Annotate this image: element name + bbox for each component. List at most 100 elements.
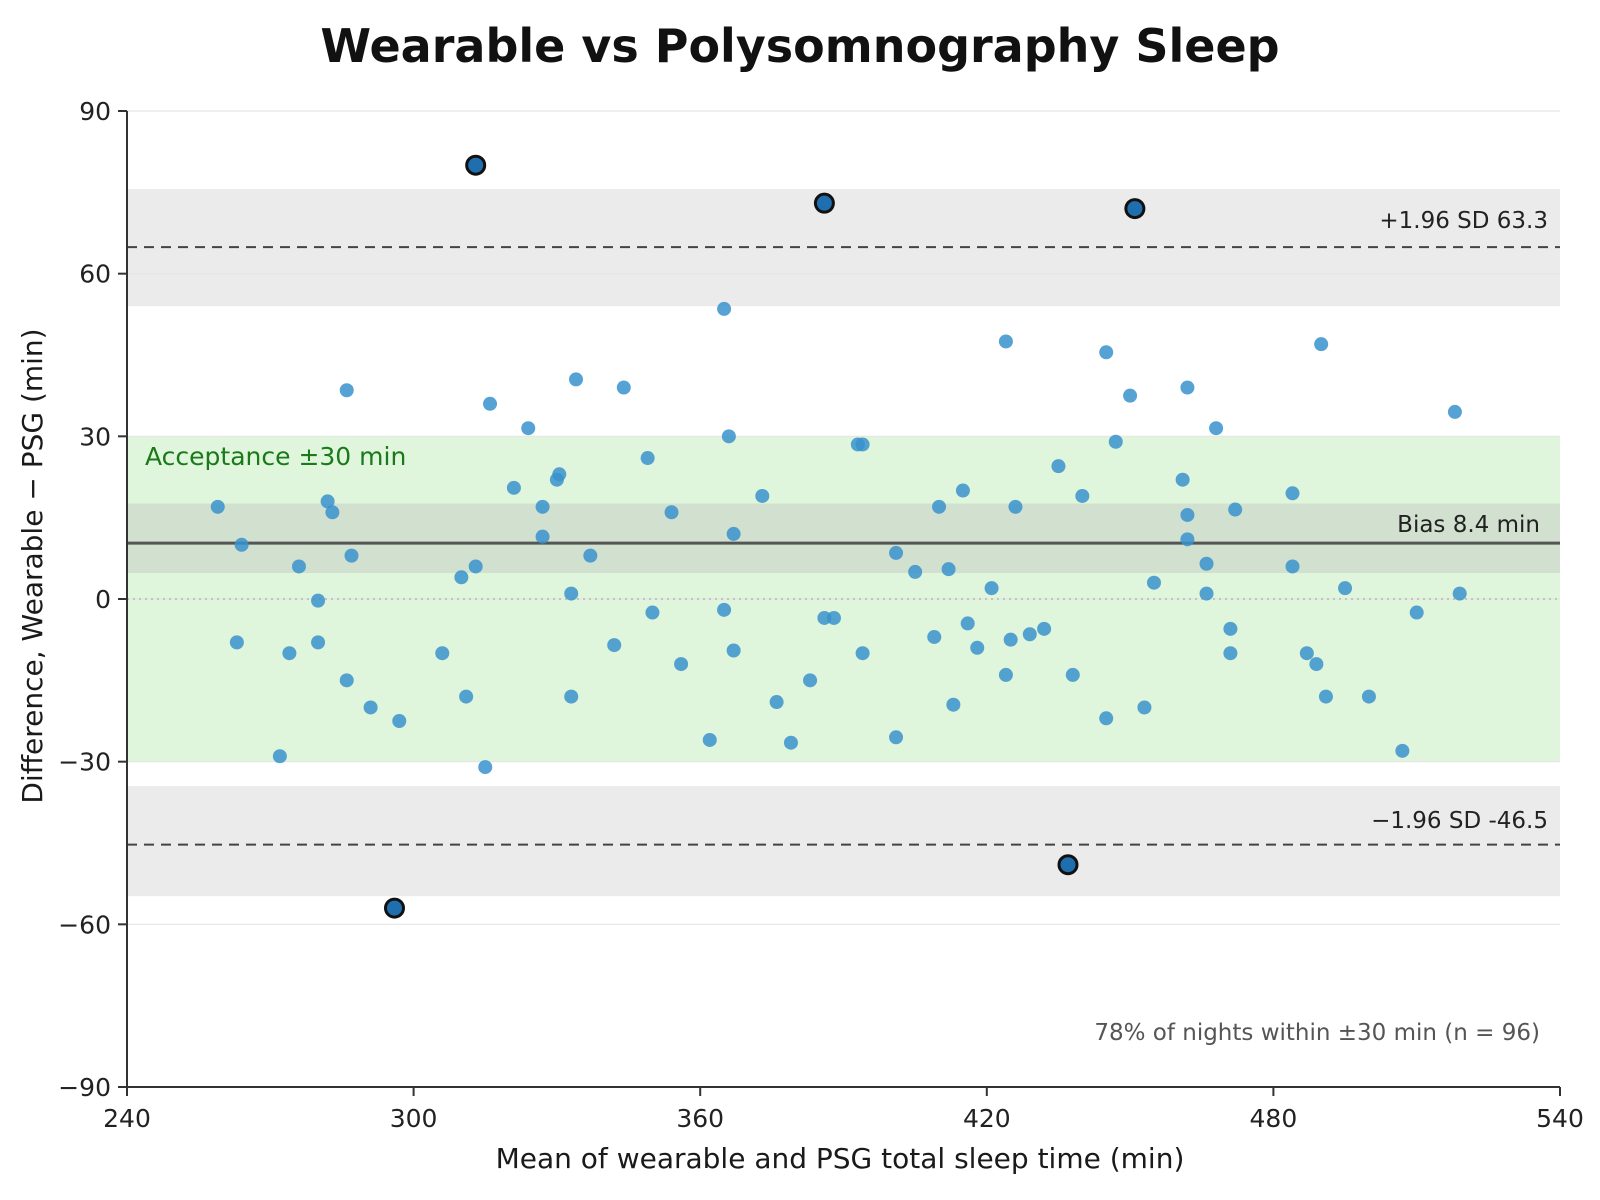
- x-axis-label: Mean of wearable and PSG total sleep tim…: [496, 1142, 1185, 1175]
- data-point: [272, 749, 287, 764]
- data-point: [889, 730, 904, 745]
- data-point: [803, 673, 818, 688]
- data-point: [941, 562, 956, 577]
- outlier-point: [813, 192, 835, 214]
- data-point: [1065, 667, 1080, 682]
- y-tick-label: −30: [58, 748, 111, 777]
- points-layer: [210, 154, 1467, 919]
- data-point: [1209, 421, 1224, 436]
- data-point: [1395, 743, 1410, 758]
- data-point: [1199, 556, 1214, 571]
- data-point: [998, 667, 1013, 682]
- data-point: [320, 494, 335, 509]
- data-point: [569, 372, 584, 387]
- data-point: [1309, 657, 1324, 672]
- data-point: [616, 380, 631, 395]
- data-point: [984, 581, 999, 596]
- data-point: [325, 505, 340, 520]
- data-point: [1447, 404, 1462, 419]
- data-point: [552, 467, 567, 482]
- y-tick-label: −60: [58, 910, 111, 939]
- data-point: [1146, 575, 1161, 590]
- data-point: [229, 635, 244, 650]
- data-point: [483, 396, 498, 411]
- outlier-point: [1057, 854, 1079, 876]
- data-point: [311, 593, 326, 608]
- data-point: [468, 559, 483, 574]
- data-point: [927, 629, 942, 644]
- data-point: [1199, 586, 1214, 601]
- data-point: [234, 537, 249, 552]
- data-point: [970, 640, 985, 655]
- data-point: [282, 646, 297, 661]
- data-point: [717, 301, 732, 316]
- data-point: [998, 334, 1013, 349]
- data-point: [955, 483, 970, 498]
- data-point: [344, 548, 359, 563]
- data-point: [960, 616, 975, 631]
- data-point: [755, 488, 770, 503]
- data-point: [291, 559, 306, 574]
- data-point: [726, 526, 741, 541]
- x-tick-label: 480: [1250, 1104, 1298, 1133]
- data-point: [1409, 605, 1424, 620]
- data-point: [363, 700, 378, 715]
- data-point: [717, 602, 732, 617]
- data-point: [1338, 581, 1353, 596]
- data-point: [769, 695, 784, 710]
- data-point: [664, 505, 679, 520]
- data-point: [583, 548, 598, 563]
- data-point: [826, 610, 841, 625]
- acceptance-label: Acceptance ±30 min: [145, 442, 406, 471]
- data-point: [1108, 434, 1123, 449]
- data-point: [855, 646, 870, 661]
- data-point: [1180, 380, 1195, 395]
- data-point: [435, 646, 450, 661]
- data-point: [1022, 627, 1037, 642]
- outlier-point: [1124, 198, 1146, 220]
- data-point: [674, 657, 689, 672]
- data-point: [521, 421, 536, 436]
- data-point: [1051, 459, 1066, 474]
- data-point: [1314, 337, 1329, 352]
- data-point: [932, 499, 947, 514]
- data-point: [1452, 586, 1467, 601]
- data-point: [946, 697, 961, 712]
- data-point: [459, 689, 474, 704]
- data-point: [726, 643, 741, 658]
- upper-loa-label: +1.96 SD 63.3: [1379, 208, 1548, 234]
- data-point: [1075, 488, 1090, 503]
- data-point: [1299, 646, 1314, 661]
- agreement-note: 78% of nights within ±30 min (n = 96): [1094, 1020, 1540, 1046]
- data-point: [1123, 388, 1138, 403]
- data-point: [311, 635, 326, 650]
- data-point: [1285, 559, 1300, 574]
- lower-loa-ci-band: [127, 786, 1560, 897]
- data-point: [1037, 621, 1052, 636]
- data-point: [535, 529, 550, 544]
- data-point: [908, 564, 923, 579]
- data-point: [640, 451, 655, 466]
- data-point: [1008, 499, 1023, 514]
- data-point: [535, 499, 550, 514]
- data-point: [478, 760, 493, 775]
- y-tick-label: 30: [79, 422, 111, 451]
- y-tick-label: 0: [95, 585, 111, 614]
- bias-ci-band: [127, 503, 1560, 573]
- data-point: [210, 499, 225, 514]
- y-axis-label: Difference, Wearable − PSG (min): [16, 328, 49, 803]
- y-tick-label: 60: [79, 260, 111, 289]
- chart-title: Wearable vs Polysomnography Sleep: [320, 19, 1279, 73]
- data-point: [1180, 507, 1195, 522]
- x-tick-label: 540: [1536, 1104, 1584, 1133]
- y-tick-label: 90: [79, 97, 111, 126]
- x-tick-label: 360: [676, 1104, 724, 1133]
- data-point: [339, 383, 354, 398]
- data-point: [607, 638, 622, 653]
- data-point: [1099, 711, 1114, 726]
- data-point: [1285, 486, 1300, 501]
- data-point: [564, 689, 579, 704]
- data-point: [855, 437, 870, 452]
- reference-lines-layer: [127, 246, 1560, 846]
